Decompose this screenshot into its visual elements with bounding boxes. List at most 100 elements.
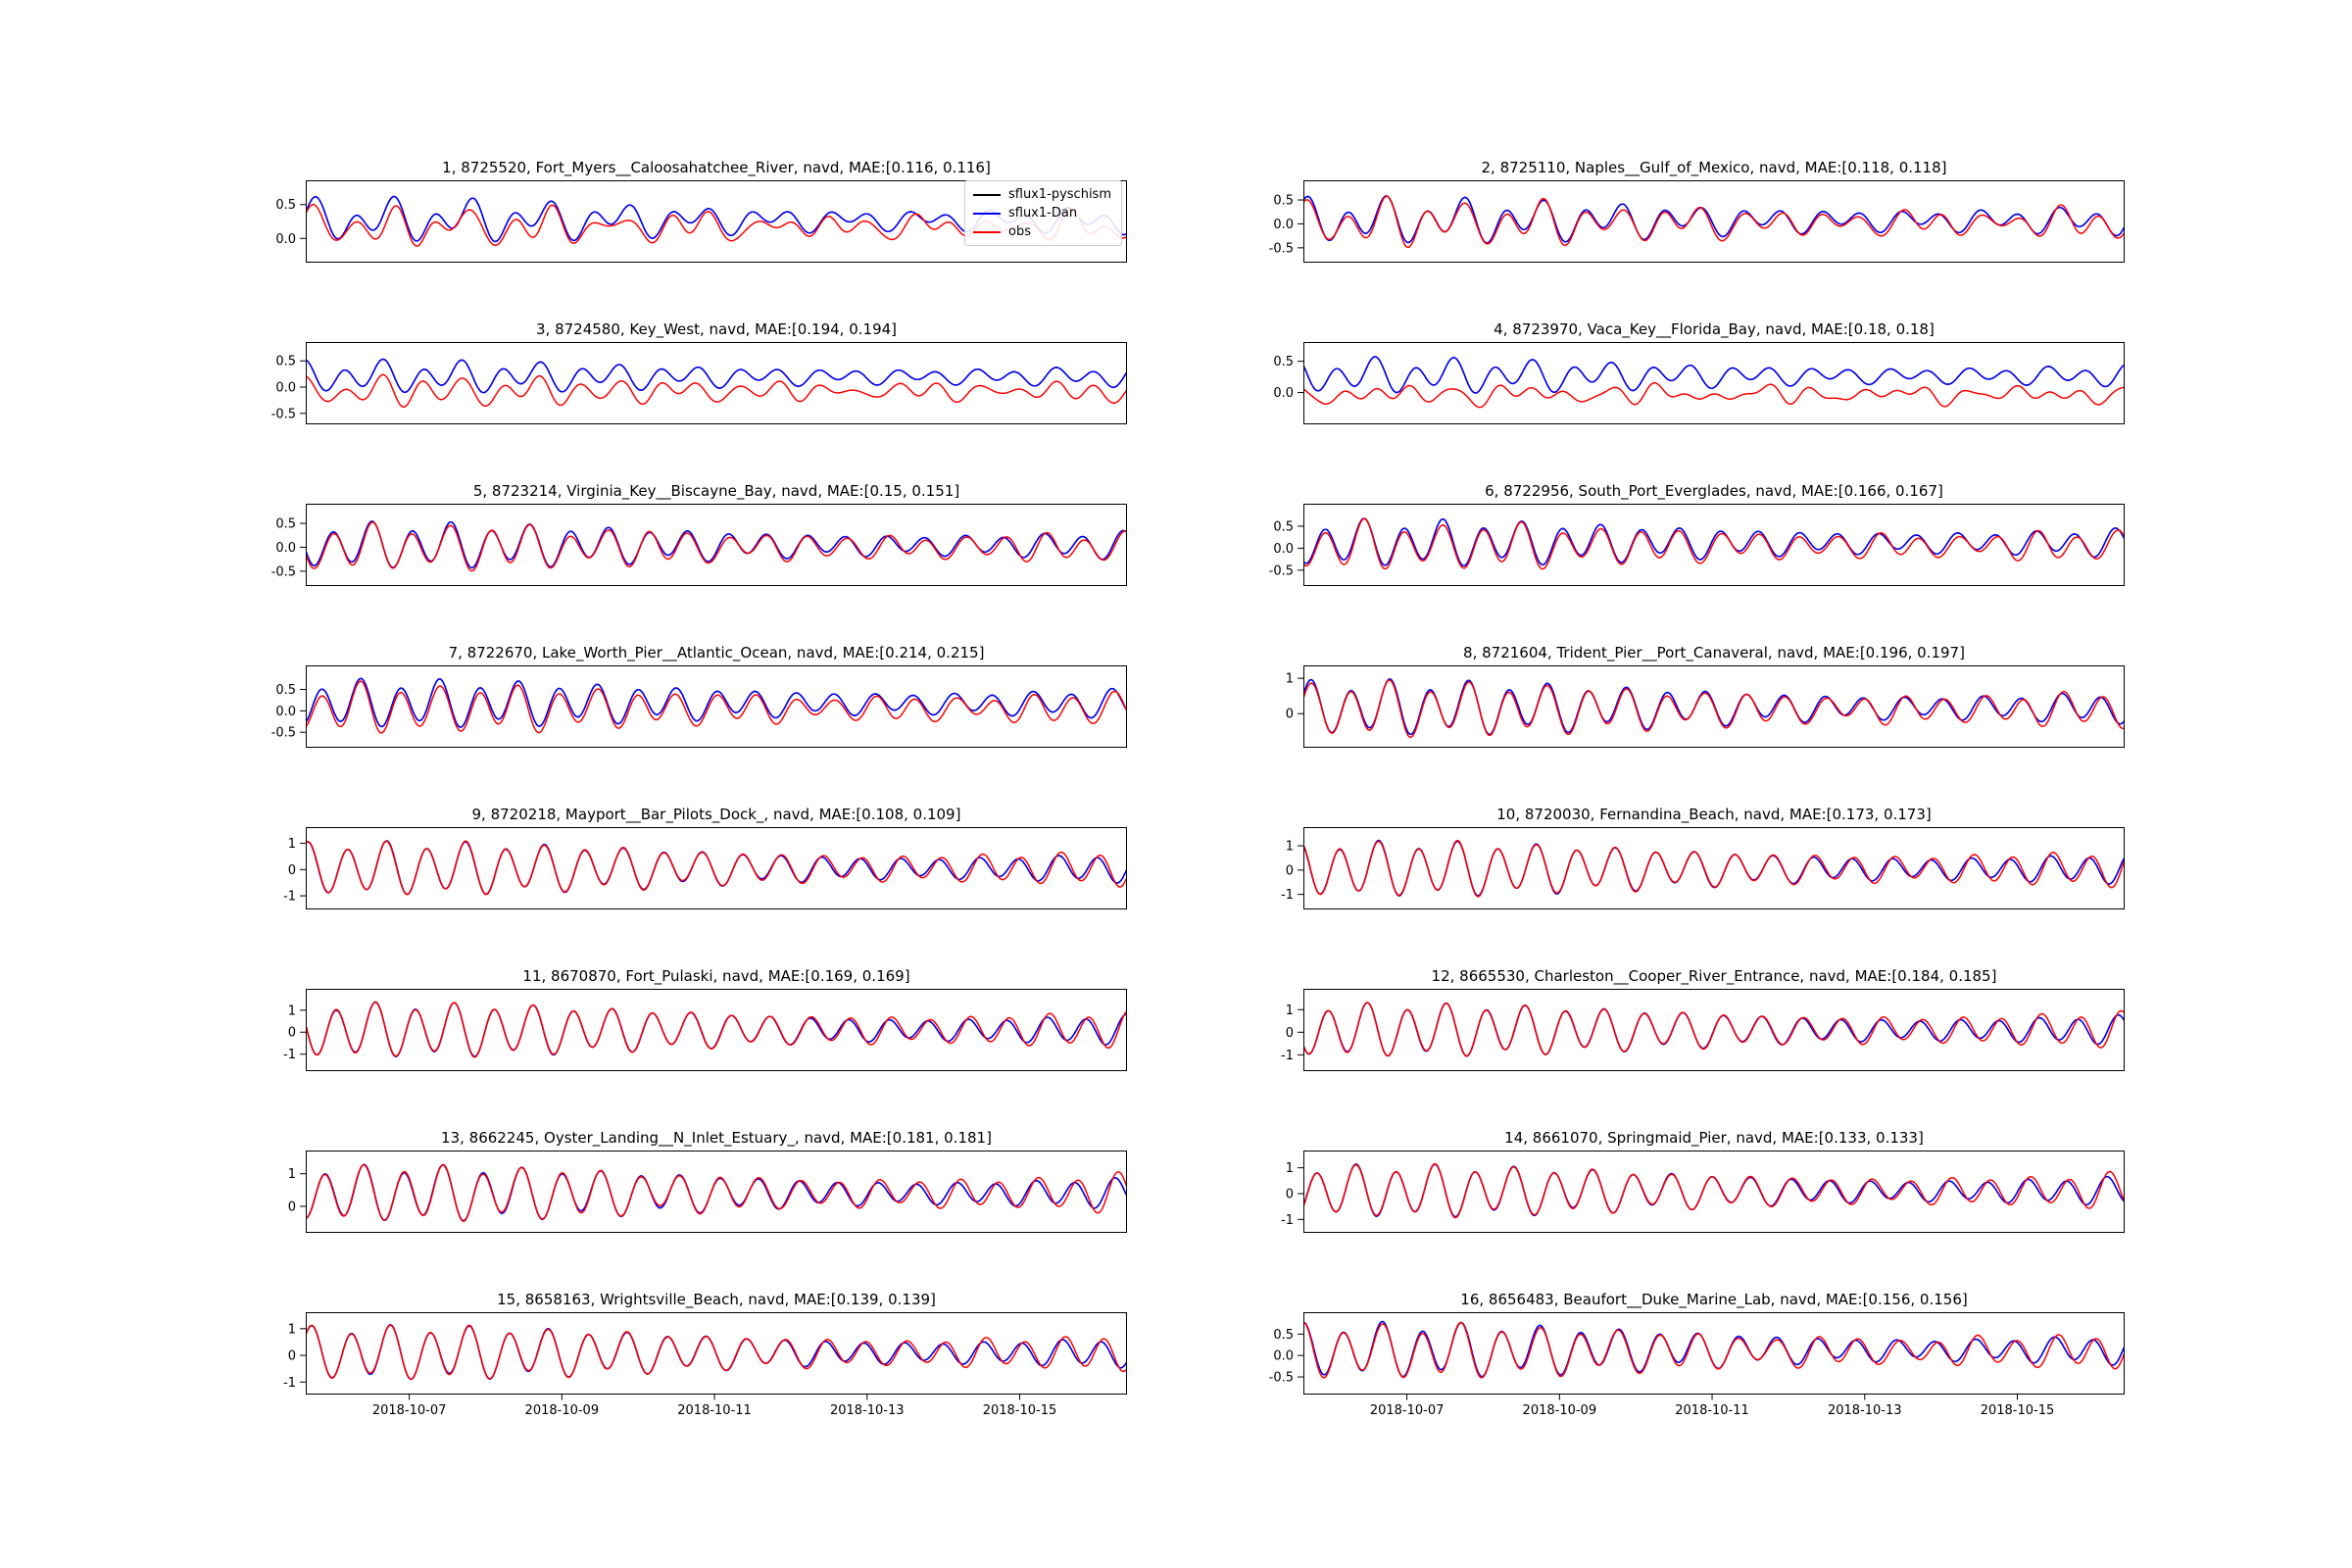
- subplot-title: 4, 8723970, Vaca_Key__Florida_Bay, navd,…: [1494, 320, 1935, 338]
- series-group: [1304, 195, 2124, 249]
- y-tick-label: -1: [283, 1048, 296, 1062]
- series-group: [1304, 356, 2124, 409]
- legend-label: sflux1-Dan: [1007, 206, 1078, 220]
- y-tick-label: -0.5: [1269, 1371, 1294, 1386]
- series-obs: [307, 1002, 1126, 1058]
- subplot-title: 16, 8656483, Beaufort__Duke_Marine_Lab, …: [1460, 1291, 1968, 1308]
- subplot-4: 4, 8723970, Vaca_Key__Florida_Bay, navd,…: [1273, 318, 2125, 480]
- series-group: [307, 840, 1126, 896]
- axes-panel-3: -0.5 0.0 0.5: [271, 342, 1127, 424]
- subplot-title: 5, 8723214, Virginia_Key__Biscayne_Bay, …: [472, 482, 960, 500]
- axes-frame: [306, 989, 1127, 1071]
- legend: sflux1-pyschism sflux1-Dan obs: [963, 180, 1122, 246]
- series-group: [307, 677, 1126, 734]
- series-group: [1304, 839, 2124, 898]
- series-sflux1-Dan: [1304, 1163, 2124, 1218]
- series-obs: [307, 373, 1126, 409]
- series-group: [1304, 678, 2124, 739]
- x-tick-label: 2018-10-13: [1828, 1403, 1902, 1418]
- series-sflux1-Dan: [307, 358, 1126, 394]
- axes-frame: [306, 827, 1127, 909]
- axes-panel-6: -0.5 0.0 0.5: [1269, 504, 2125, 586]
- series-sflux1-Dan: [307, 677, 1126, 728]
- y-tick-label: -1: [283, 1376, 296, 1391]
- series-sflux1-Dan: [307, 840, 1126, 896]
- subplot-7: 7, 8722670, Lake_Worth_Pier__Atlantic_Oc…: [271, 642, 1127, 804]
- axes-frame: [306, 504, 1127, 586]
- legend-line-sample-icon: [972, 230, 1001, 233]
- series-group: [307, 358, 1126, 409]
- axes-frame: [1303, 989, 2125, 1071]
- series-obs: [307, 680, 1126, 734]
- subplot-title: 11, 8670870, Fort_Pulaski, navd, MAE:[0.…: [522, 967, 910, 985]
- series-group: [307, 1163, 1126, 1222]
- y-tick-label: 0: [1286, 1187, 1294, 1201]
- series-obs: [307, 1324, 1126, 1381]
- y-tick-label: 1: [288, 1167, 296, 1182]
- subplot-title: 12, 8665530, Charleston__Cooper_River_En…: [1431, 967, 1997, 985]
- y-tick-label: 0.5: [1273, 355, 1294, 369]
- legend-line-sample-icon: [972, 193, 1001, 196]
- series-group: [1304, 1002, 2124, 1057]
- subplot-13: 13, 8662245, Oyster_Landing__N_Inlet_Est…: [288, 1127, 1127, 1289]
- subplot-5: 5, 8723214, Virginia_Key__Biscayne_Bay, …: [271, 480, 1127, 642]
- axes-panel-10: -1 0 1: [1281, 827, 2125, 909]
- series-sflux1-Dan: [307, 1001, 1126, 1057]
- series-sflux1-pyschism: [1304, 1320, 2124, 1378]
- subplot-title: 14, 8661070, Springmaid_Pier, navd, MAE:…: [1504, 1129, 1924, 1147]
- subplot-12: 12, 8665530, Charleston__Cooper_River_En…: [1281, 965, 2125, 1127]
- y-tick-label: 0.0: [275, 232, 296, 247]
- x-tick-label: 2018-10-11: [1675, 1403, 1749, 1418]
- y-tick-label: 0.5: [275, 517, 296, 532]
- axes-frame: [306, 1151, 1127, 1233]
- subplot-10: 10, 8720030, Fernandina_Beach, navd, MAE…: [1281, 804, 2125, 965]
- series-sflux1-pyschism: [307, 1001, 1126, 1057]
- y-tick-label: 0: [1286, 863, 1294, 878]
- axes-panel-16: -0.5 0.0 0.5 2018-10-07 2018-10-09 2018-10-11…: [1269, 1312, 2125, 1418]
- y-tick-label: 1: [288, 1322, 296, 1337]
- series-sflux1-pyschism: [1304, 195, 2124, 244]
- y-tick-label: -1: [283, 890, 296, 905]
- series-sflux1-pyschism: [307, 1163, 1126, 1222]
- series-group: [307, 1324, 1126, 1381]
- series-group: [1304, 517, 2124, 570]
- y-tick-label: 0.5: [1273, 194, 1294, 209]
- subplot-title: 9, 8720218, Mayport__Bar_Pilots_Dock_, n…: [471, 806, 961, 823]
- y-tick-label: -0.5: [1269, 241, 1294, 256]
- series-obs: [1304, 1162, 2124, 1219]
- legend-entry: obs: [972, 222, 1111, 241]
- subplot-16: 16, 8656483, Beaufort__Duke_Marine_Lab, …: [1269, 1289, 2125, 1450]
- axes-panel-7: -0.5 0.0 0.5: [271, 665, 1127, 748]
- series-obs: [307, 840, 1126, 896]
- x-tick-label: 2018-10-11: [677, 1403, 752, 1418]
- series-sflux1-Dan: [1304, 517, 2124, 567]
- legend-line-sample-icon: [972, 212, 1001, 215]
- series-sflux1-Dan: [1304, 1320, 2124, 1378]
- series-obs: [1304, 381, 2124, 409]
- series-sflux1-pyschism: [1304, 1163, 2124, 1218]
- axes-frame: [1303, 827, 2125, 909]
- y-tick-label: -1: [1281, 888, 1294, 903]
- axes-frame: [1303, 1312, 2125, 1395]
- subplot-15: 15, 8658163, Wrightsville_Beach, navd, M…: [283, 1289, 1127, 1450]
- axes-frame: [1303, 342, 2125, 424]
- series-obs: [307, 521, 1126, 572]
- y-tick-label: 0.5: [275, 198, 296, 213]
- y-tick-label: 0: [1286, 1026, 1294, 1041]
- axes-frame: [1303, 665, 2125, 748]
- axes-panel-9: -1 0 1: [283, 827, 1127, 909]
- y-tick-label: 0.0: [1273, 542, 1294, 557]
- axes-panel-12: -1 0 1: [1281, 989, 2125, 1071]
- axes-frame: [1303, 1151, 2125, 1233]
- subplot-title: 15, 8658163, Wrightsville_Beach, navd, M…: [497, 1291, 936, 1308]
- subplot-title: 6, 8722956, South_Port_Everglades, navd,…: [1485, 482, 1943, 500]
- axes-panel-11: -1 0 1: [283, 989, 1127, 1071]
- axes-frame: [306, 665, 1127, 748]
- y-tick-label: 0.5: [1273, 519, 1294, 534]
- y-tick-label: 0.0: [275, 381, 296, 396]
- x-tick-label: 2018-10-15: [1981, 1403, 2055, 1418]
- legend-entry: sflux1-Dan: [972, 204, 1111, 222]
- series-obs: [1304, 1002, 2124, 1057]
- axes-frame: [306, 342, 1127, 424]
- subplot-11: 11, 8670870, Fort_Pulaski, navd, MAE:[0.…: [283, 965, 1127, 1127]
